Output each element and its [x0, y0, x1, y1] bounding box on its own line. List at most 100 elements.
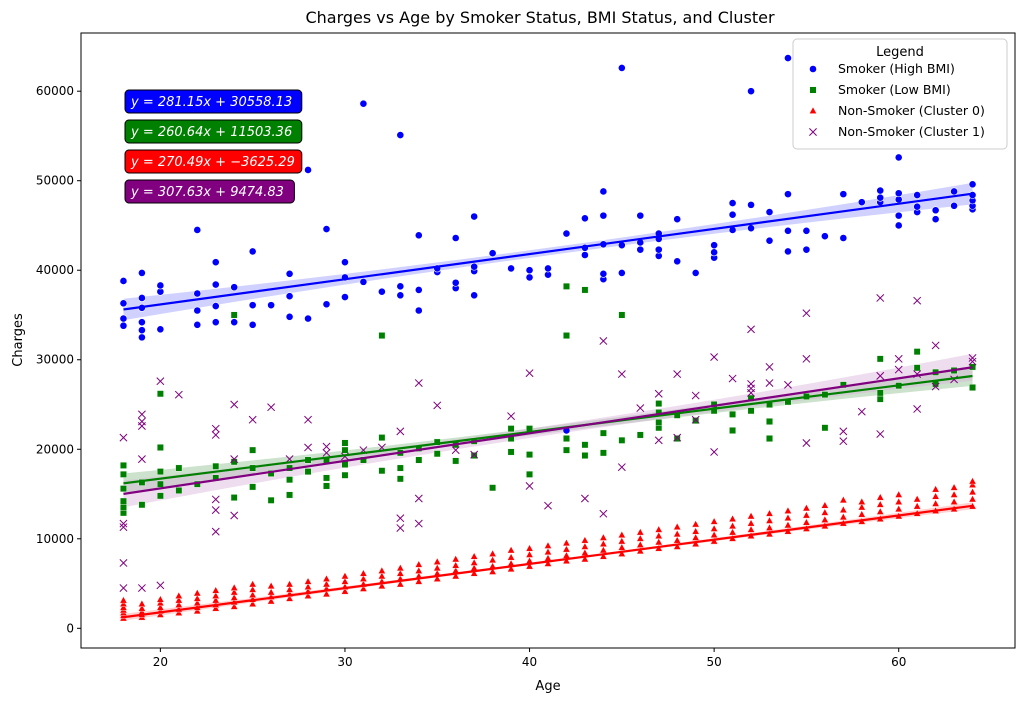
data-point [654, 537, 663, 546]
data-point [728, 514, 737, 522]
data-point [341, 587, 349, 595]
legend: Legend Smoker (High BMI) Smoker (Low BMI)… [792, 38, 1008, 150]
data-point [120, 470, 127, 478]
data-point [526, 451, 533, 459]
data-point [120, 461, 127, 469]
data-point [839, 381, 847, 389]
data-point [710, 353, 719, 362]
data-point [691, 269, 700, 277]
data-point [950, 483, 959, 491]
x-axis-label: Age [535, 679, 560, 694]
equation-box [124, 89, 303, 114]
data-point [304, 582, 312, 590]
data-point [230, 511, 239, 520]
data-point [323, 474, 330, 482]
data-point [341, 471, 349, 479]
data-point [636, 534, 645, 542]
data-point [286, 491, 293, 499]
data-point [728, 521, 737, 530]
legend-label: Non-Smoker (Cluster 1) [838, 124, 985, 139]
data-point [563, 446, 570, 454]
x-tick-label: 50 [706, 655, 721, 669]
data-point [120, 497, 127, 505]
y-tick-label: 40000 [36, 263, 74, 277]
data-point [636, 245, 645, 254]
data-point [138, 333, 146, 342]
data-point [857, 503, 866, 511]
data-point [507, 425, 515, 433]
data-point [322, 225, 331, 233]
data-point [894, 365, 903, 374]
data-point [414, 566, 423, 574]
data-point [784, 190, 792, 199]
data-point [617, 370, 626, 379]
data-point [894, 490, 903, 498]
data-point [304, 314, 312, 323]
data-point [968, 357, 977, 366]
data-point [451, 278, 460, 287]
data-point [580, 536, 589, 544]
data-point [857, 198, 866, 207]
data-point [617, 269, 626, 277]
data-point [581, 286, 589, 294]
data-point [636, 211, 645, 220]
data-point [193, 598, 202, 607]
data-point [765, 379, 774, 387]
data-point [470, 552, 479, 560]
data-point [857, 497, 866, 505]
data-point [377, 571, 386, 580]
data-point [175, 464, 183, 472]
data-point [415, 456, 423, 464]
data-point [857, 510, 866, 518]
data-point [230, 593, 239, 601]
data-point [728, 199, 737, 207]
data-point [599, 509, 608, 518]
data-point [673, 529, 682, 538]
data-point [138, 294, 146, 302]
x-axis: 20 30 40 50 60 [153, 648, 906, 669]
data-point [766, 435, 773, 442]
data-point [876, 294, 885, 302]
data-point [359, 569, 368, 577]
data-point [876, 507, 885, 515]
data-point [304, 415, 312, 424]
legend-marker [809, 128, 817, 136]
data-point [156, 598, 165, 607]
data-point [691, 391, 700, 400]
data-point [414, 231, 423, 240]
data-point [580, 554, 589, 563]
data-point [765, 523, 774, 531]
data-point [193, 306, 202, 315]
data-point [230, 583, 239, 591]
data-point [451, 571, 460, 580]
data-point [304, 577, 312, 585]
data-point [248, 580, 257, 588]
data-point [894, 221, 903, 230]
data-point [691, 527, 700, 535]
data-point [414, 286, 423, 294]
data-point [839, 505, 848, 513]
data-point [433, 563, 442, 572]
data-point [396, 291, 405, 300]
data-point [931, 499, 940, 507]
data-point [599, 336, 608, 345]
data-point [673, 433, 682, 442]
data-point [820, 515, 829, 523]
data-point [414, 519, 423, 528]
data-point [562, 538, 571, 547]
data-point [599, 187, 608, 196]
data-point [931, 341, 940, 350]
data-point [580, 494, 589, 503]
data-point [359, 99, 368, 108]
data-point [710, 524, 719, 532]
data-point [211, 258, 220, 267]
data-point [156, 480, 164, 488]
data-point [876, 371, 885, 380]
data-point [174, 591, 183, 599]
data-point [285, 585, 294, 593]
data-point [119, 596, 128, 604]
data-point [174, 600, 183, 608]
data-point [710, 530, 719, 539]
data-point [507, 264, 515, 273]
data-point [563, 435, 570, 442]
